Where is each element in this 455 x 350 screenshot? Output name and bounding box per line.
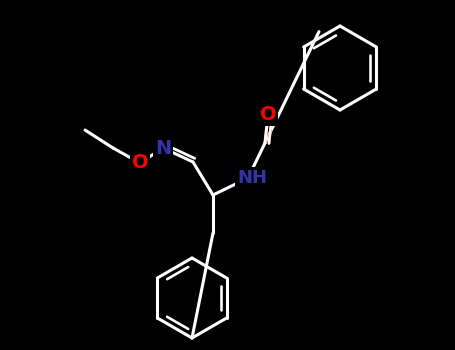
Text: N: N: [155, 139, 171, 158]
Text: O: O: [131, 154, 148, 173]
Text: O: O: [260, 105, 276, 125]
Text: NH: NH: [237, 169, 267, 187]
